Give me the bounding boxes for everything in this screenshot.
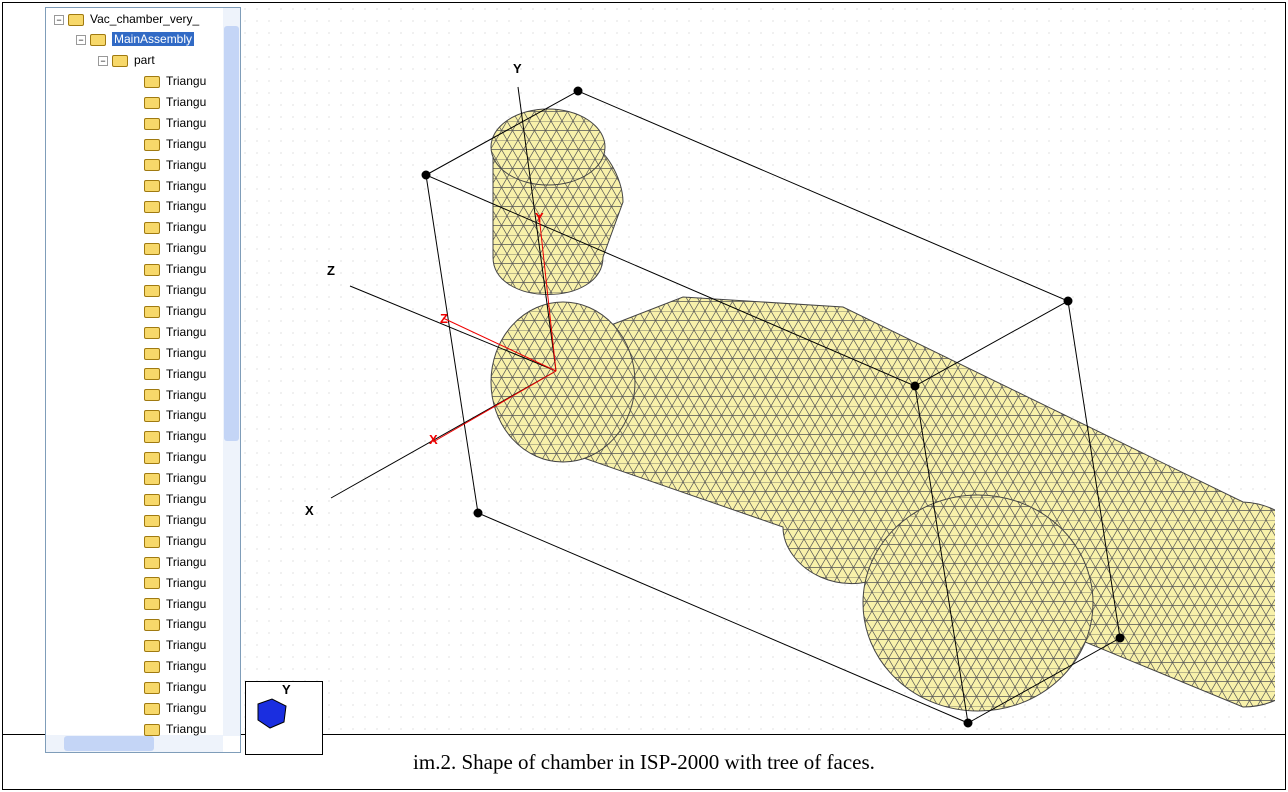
axis-label: X — [305, 503, 314, 518]
axis-label: X — [429, 432, 438, 447]
tree-item[interactable]: Triangu — [144, 615, 206, 633]
tree-label: Triangu — [166, 116, 206, 130]
tree-label: MainAssembly — [112, 32, 194, 46]
viewport: Y Z X Y Z X — [243, 7, 1275, 735]
tree-label: Triangu — [166, 262, 206, 276]
tree-label: Triangu — [166, 388, 206, 402]
tree-label: Triangu — [166, 220, 206, 234]
axis-label: Y — [513, 61, 522, 76]
tree-label: Triangu — [166, 158, 206, 172]
figure: Y Z X Y Z X −Vac_chamber_very_ −MainAssem… — [2, 2, 1286, 790]
tree-item[interactable]: Triangu — [144, 197, 206, 215]
tree-item[interactable]: Triangu — [144, 490, 206, 508]
tree-label: Triangu — [166, 617, 206, 631]
tree-item[interactable]: Triangu — [144, 595, 206, 613]
tree-item[interactable]: Triangu — [144, 365, 206, 383]
tree-item[interactable]: Triangu — [144, 302, 206, 320]
tree-label: Triangu — [166, 137, 206, 151]
tree-label: Triangu — [166, 513, 206, 527]
tree-item[interactable]: Triangu — [144, 135, 206, 153]
tree-item[interactable]: Triangu — [144, 427, 206, 445]
tree-item[interactable]: Triangu — [144, 386, 206, 404]
tree-item[interactable]: Triangu — [144, 511, 206, 529]
tree-label: Triangu — [166, 346, 206, 360]
tree-item[interactable]: Triangu — [144, 406, 206, 424]
tree-label: Triangu — [166, 283, 206, 297]
tree-item[interactable]: Triangu — [144, 553, 206, 571]
tree-label: Triangu — [166, 74, 206, 88]
tree-item[interactable]: −part — [98, 51, 155, 69]
tree-item[interactable]: −Vac_chamber_very_ — [54, 10, 199, 28]
tree-label: Triangu — [166, 304, 206, 318]
tree-label: Triangu — [166, 722, 206, 736]
tree-item[interactable]: Triangu — [144, 239, 206, 257]
tree-item[interactable]: Triangu — [144, 532, 206, 550]
tree-item[interactable]: −MainAssembly — [76, 30, 194, 48]
tree-panel: −Vac_chamber_very_ −MainAssembly −part Tria… — [45, 7, 241, 753]
tree-label: Triangu — [166, 576, 206, 590]
tree-label: Triangu — [166, 95, 206, 109]
scrollbar[interactable] — [223, 8, 240, 736]
tree-label: Triangu — [166, 471, 206, 485]
tree-item[interactable]: Triangu — [144, 260, 206, 278]
tree-item[interactable]: Triangu — [144, 281, 206, 299]
tree-label: Triangu — [166, 659, 206, 673]
tree-label: Triangu — [166, 638, 206, 652]
tree-label: Triangu — [166, 408, 206, 422]
tree-item[interactable]: Triangu — [144, 469, 206, 487]
tree-label: Triangu — [166, 429, 206, 443]
tree-item[interactable]: Triangu — [144, 218, 206, 236]
tree-label: Triangu — [166, 325, 206, 339]
tree-label: Triangu — [166, 555, 206, 569]
tree-label: Triangu — [166, 701, 206, 715]
tree-item[interactable]: Triangu — [144, 574, 206, 592]
axis-label: Y — [535, 210, 544, 225]
tree-item[interactable]: Triangu — [144, 448, 206, 466]
tree-item[interactable]: Triangu — [144, 323, 206, 341]
tree-label: Triangu — [166, 367, 206, 381]
tree-item[interactable]: Triangu — [144, 699, 206, 717]
screenshot: Y Z X Y Z X −Vac_chamber_very_ −MainAssem… — [3, 3, 1285, 735]
tree-label: Triangu — [166, 680, 206, 694]
tree-label: Triangu — [166, 199, 206, 213]
tree-label: Triangu — [166, 492, 206, 506]
tree-item[interactable]: Triangu — [144, 177, 206, 195]
tree-item[interactable]: Triangu — [144, 344, 206, 362]
caption: im.2. Shape of chamber in ISP-2000 with … — [3, 735, 1285, 789]
axis-label: Z — [440, 311, 448, 326]
tree-label: Triangu — [166, 241, 206, 255]
tree-item[interactable]: Triangu — [144, 72, 206, 90]
tree-item[interactable]: Triangu — [144, 114, 206, 132]
tree-label: Vac_chamber_very_ — [90, 12, 199, 26]
tree-item[interactable]: Triangu — [144, 93, 206, 111]
tree-item[interactable]: Triangu — [144, 678, 206, 696]
tree-label: Triangu — [166, 597, 206, 611]
tree-item[interactable]: Triangu — [144, 636, 206, 654]
tree-label: Triangu — [166, 179, 206, 193]
tree-item[interactable]: Triangu — [144, 156, 206, 174]
tree-label: Triangu — [166, 534, 206, 548]
tree-item[interactable]: Triangu — [144, 657, 206, 675]
tree-label: Triangu — [166, 450, 206, 464]
axis-label: Z — [327, 263, 335, 278]
axis-label: Y — [282, 682, 291, 697]
tree-label: part — [134, 53, 155, 67]
